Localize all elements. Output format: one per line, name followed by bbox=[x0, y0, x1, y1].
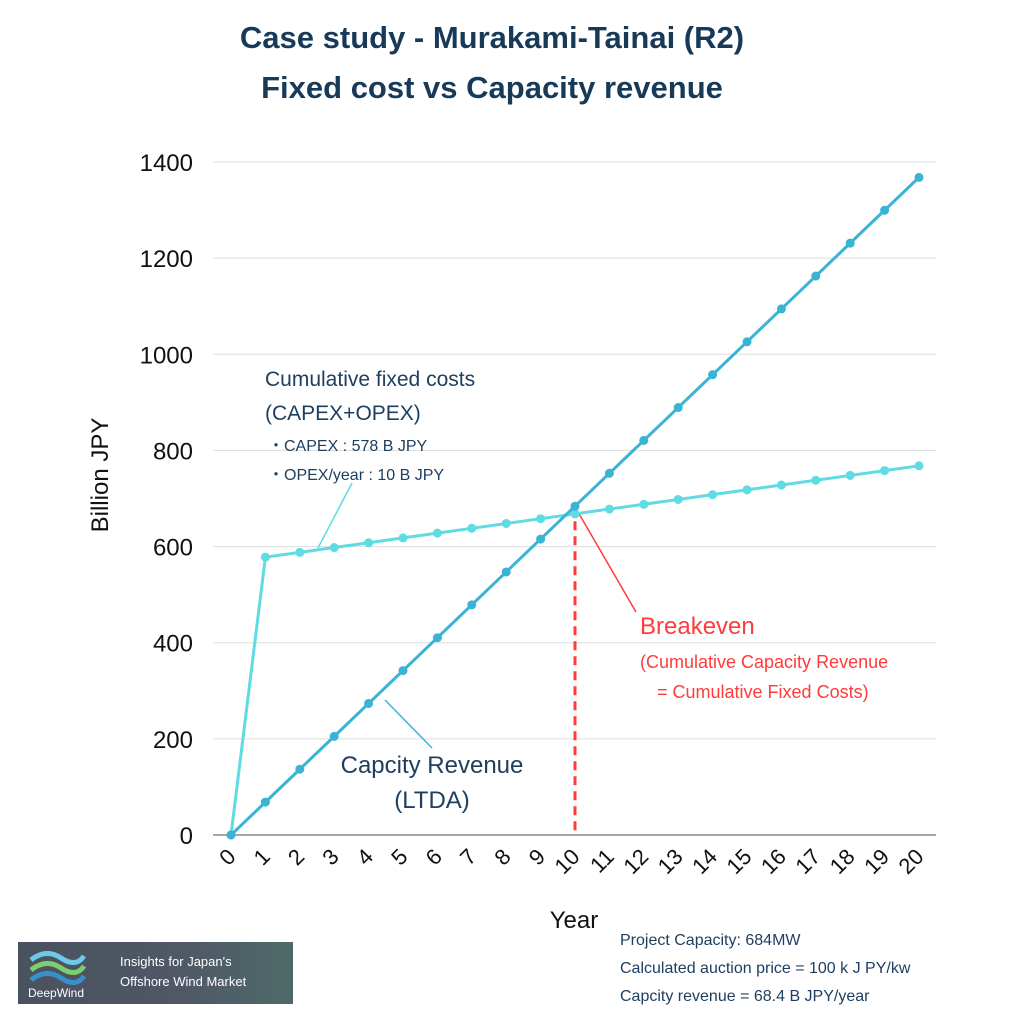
chart-title-line1: Case study - Murakami-Tainai (R2) bbox=[239, 20, 745, 55]
breakeven-label: Breakeven bbox=[640, 613, 755, 640]
logo-line1: Insights for Japan's bbox=[120, 954, 232, 969]
deepwind-logo: DeepWind Insights for Japan's Offshore W… bbox=[18, 942, 293, 1004]
data-point bbox=[329, 543, 339, 553]
data-point bbox=[639, 435, 649, 445]
note-capacity: Project Capacity: 684MW bbox=[620, 932, 801, 949]
data-point bbox=[811, 475, 821, 485]
chart-title-line2: Fixed cost vs Capacity revenue bbox=[261, 70, 723, 105]
x-tick-label: 17 bbox=[790, 844, 825, 879]
data-point bbox=[226, 830, 236, 840]
x-tick-label: 20 bbox=[894, 844, 929, 879]
fixed-cost-label: Cumulative fixed costs bbox=[265, 368, 475, 391]
y-tick-label: 1400 bbox=[140, 150, 193, 177]
data-point bbox=[914, 172, 924, 182]
revenue-label: Capcity Revenue bbox=[341, 752, 524, 779]
capex-note: ・CAPEX : 578 B JPY bbox=[268, 438, 428, 455]
data-point bbox=[467, 523, 477, 533]
x-tick-label: 0 bbox=[214, 844, 240, 870]
x-tick-label: 6 bbox=[421, 844, 447, 870]
data-point bbox=[673, 494, 683, 504]
x-tick-label: 11 bbox=[585, 844, 619, 878]
data-point bbox=[673, 403, 683, 413]
data-point bbox=[811, 271, 821, 281]
x-tick-label: 4 bbox=[352, 844, 378, 870]
x-tick-label: 2 bbox=[283, 844, 309, 870]
x-tick-label: 13 bbox=[653, 844, 688, 879]
y-tick-label: 200 bbox=[153, 727, 193, 754]
data-point bbox=[845, 238, 855, 248]
data-point bbox=[536, 514, 546, 524]
data-point bbox=[260, 797, 270, 807]
data-point bbox=[604, 504, 614, 514]
x-tick-label: 19 bbox=[859, 844, 894, 879]
data-point bbox=[295, 764, 305, 774]
data-point bbox=[845, 470, 855, 480]
x-axis-label: Year bbox=[550, 907, 599, 934]
y-tick-label: 1200 bbox=[140, 246, 193, 273]
data-point bbox=[708, 490, 718, 500]
data-point bbox=[467, 600, 477, 610]
data-point bbox=[570, 501, 580, 511]
fixed-cost-label-sub: (CAPEX+OPEX) bbox=[265, 402, 421, 425]
breakeven-leader bbox=[576, 509, 637, 613]
breakeven-sub2: = Cumulative Fixed Costs) bbox=[657, 682, 869, 702]
y-axis-label: Billion JPY bbox=[87, 418, 114, 533]
data-point bbox=[364, 538, 374, 548]
data-point bbox=[570, 509, 580, 519]
data-point bbox=[880, 466, 890, 476]
data-point bbox=[501, 567, 511, 577]
y-tick-label: 800 bbox=[153, 438, 193, 465]
fixed-cost-leader bbox=[317, 482, 353, 549]
opex-note: ・OPEX/year : 10 B JPY bbox=[268, 467, 444, 484]
data-point bbox=[501, 518, 511, 528]
note-price: Calculated auction price = 100 k J PY/kw bbox=[620, 960, 911, 977]
data-point bbox=[398, 533, 408, 543]
x-tick-label: 7 bbox=[455, 844, 481, 870]
data-point bbox=[432, 633, 442, 643]
logo-brand: DeepWind bbox=[28, 986, 85, 1000]
x-tick-label: 9 bbox=[524, 844, 550, 870]
data-point bbox=[329, 731, 339, 741]
y-tick-label: 0 bbox=[180, 823, 193, 850]
y-tick-label: 1000 bbox=[140, 342, 193, 369]
data-point bbox=[536, 534, 546, 544]
data-point bbox=[708, 370, 718, 380]
x-tick-label: 1 bbox=[249, 844, 275, 870]
logo-line2: Offshore Wind Market bbox=[120, 974, 247, 989]
data-point bbox=[604, 468, 614, 478]
data-point bbox=[776, 480, 786, 490]
data-point bbox=[914, 461, 924, 471]
note-revenue: Capcity revenue = 68.4 B JPY/year bbox=[620, 988, 870, 1005]
x-tick-label: 8 bbox=[489, 844, 515, 870]
breakeven-sub1: (Cumulative Capacity Revenue bbox=[640, 652, 888, 672]
x-tick-label: 16 bbox=[756, 844, 791, 879]
data-point bbox=[295, 547, 305, 557]
x-tick-label: 12 bbox=[618, 844, 653, 879]
data-point bbox=[364, 698, 374, 708]
y-tick-label: 400 bbox=[153, 631, 193, 658]
data-point bbox=[776, 304, 786, 314]
data-point bbox=[432, 528, 442, 538]
data-point bbox=[742, 485, 752, 495]
data-point bbox=[260, 552, 270, 562]
y-tick-label: 600 bbox=[153, 535, 193, 562]
wave-logo-icon bbox=[29, 951, 86, 985]
x-tick-label: 10 bbox=[550, 844, 585, 879]
revenue-label-sub: (LTDA) bbox=[394, 787, 470, 814]
data-point bbox=[639, 499, 649, 509]
data-point bbox=[398, 666, 408, 676]
x-tick-label: 18 bbox=[825, 844, 860, 879]
x-tick-label: 5 bbox=[386, 844, 412, 870]
x-tick-label: 14 bbox=[687, 844, 722, 879]
x-tick-label: 15 bbox=[722, 844, 757, 879]
revenue-leader bbox=[384, 699, 433, 749]
x-tick-label: 3 bbox=[317, 844, 343, 870]
data-point bbox=[742, 337, 752, 347]
data-point bbox=[880, 205, 890, 215]
